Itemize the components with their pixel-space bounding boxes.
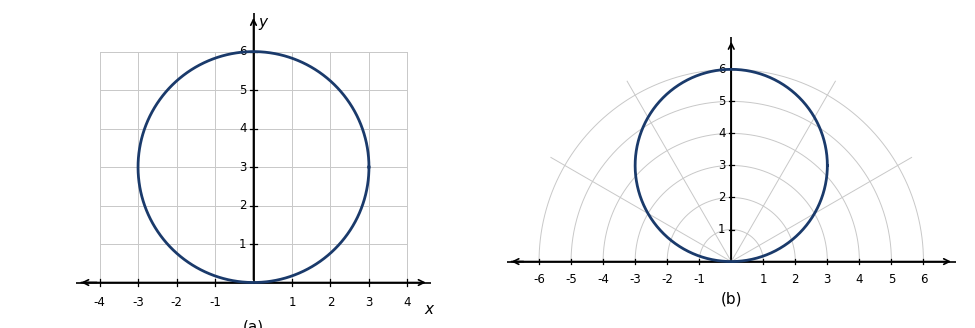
Text: 5: 5 [239, 84, 247, 96]
Text: 1: 1 [718, 223, 725, 236]
Text: -6: -6 [533, 273, 545, 286]
Text: 4: 4 [856, 273, 863, 286]
Text: (a): (a) [243, 319, 264, 328]
Text: y: y [258, 15, 267, 30]
Text: -3: -3 [133, 296, 144, 309]
Text: (b): (b) [721, 292, 742, 307]
Text: 3: 3 [366, 296, 372, 309]
Text: -5: -5 [566, 273, 577, 286]
Text: -3: -3 [629, 273, 641, 286]
Text: 5: 5 [719, 95, 725, 108]
Text: -2: -2 [171, 296, 182, 309]
Text: 6: 6 [919, 273, 927, 286]
Text: -1: -1 [693, 273, 705, 286]
Text: 3: 3 [239, 161, 247, 174]
Text: 5: 5 [888, 273, 895, 286]
Text: -1: -1 [209, 296, 221, 309]
Text: 1: 1 [760, 273, 767, 286]
Text: 2: 2 [792, 273, 800, 286]
Text: 2: 2 [327, 296, 334, 309]
Text: 1: 1 [239, 237, 247, 251]
Text: 3: 3 [719, 159, 725, 172]
Text: -4: -4 [597, 273, 609, 286]
Text: -2: -2 [661, 273, 673, 286]
Text: 2: 2 [239, 199, 247, 212]
Text: 4: 4 [239, 122, 247, 135]
Text: 2: 2 [718, 191, 725, 204]
Text: 6: 6 [718, 63, 725, 76]
Text: 4: 4 [404, 296, 411, 309]
Text: 6: 6 [239, 45, 247, 58]
Text: x: x [424, 302, 433, 317]
Text: 4: 4 [718, 127, 725, 140]
Text: 3: 3 [824, 273, 831, 286]
Text: 1: 1 [289, 296, 295, 309]
Text: -4: -4 [94, 296, 105, 309]
